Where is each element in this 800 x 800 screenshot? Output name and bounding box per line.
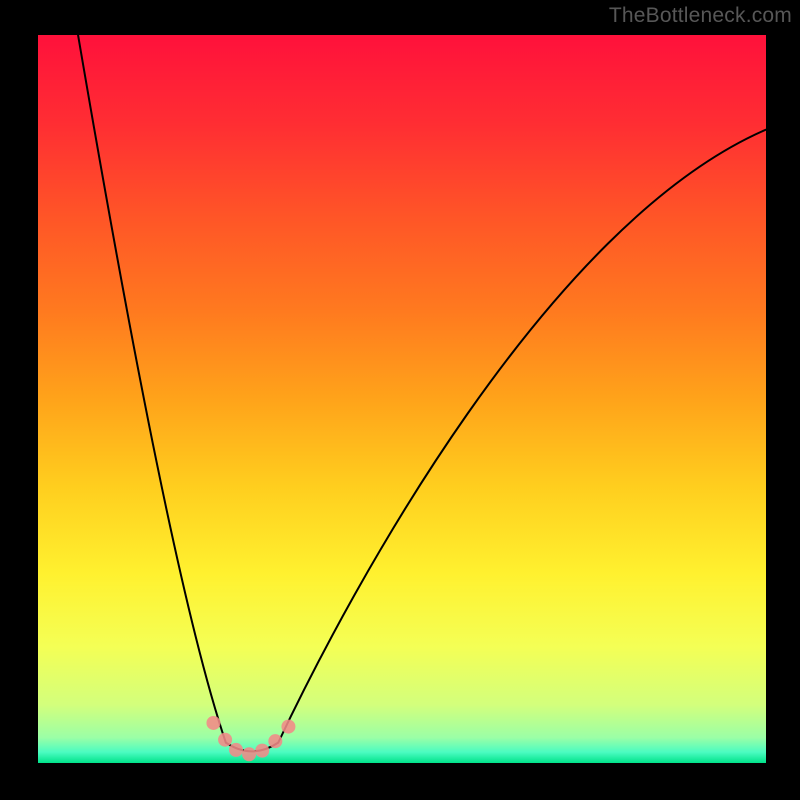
stage: TheBottleneck.com: [0, 0, 800, 800]
valley-marker-dot: [242, 747, 256, 761]
valley-marker-dot: [268, 734, 282, 748]
gradient-background: [38, 35, 766, 763]
valley-marker-dot: [281, 720, 295, 734]
valley-marker-dot: [255, 744, 269, 758]
valley-marker-dot: [206, 716, 220, 730]
chart-canvas: [0, 0, 800, 800]
valley-marker-dot: [218, 733, 232, 747]
plot-area: [38, 35, 766, 763]
valley-marker-dot: [229, 743, 243, 757]
watermark-text: TheBottleneck.com: [609, 4, 792, 28]
